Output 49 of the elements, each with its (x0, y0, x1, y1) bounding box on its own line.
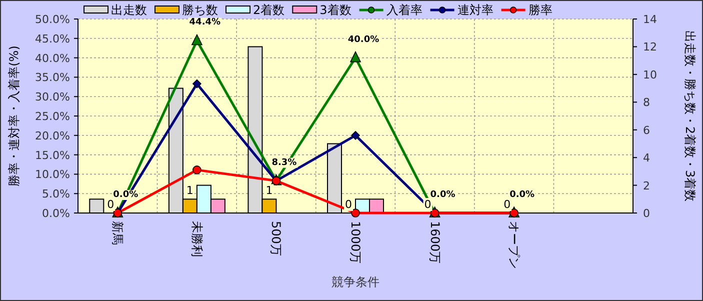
point (192, 79, 202, 88)
y2-tick-label: 6 (643, 124, 650, 137)
y-tick-label: 50.0% (35, 13, 70, 26)
y2-tick-label: 4 (643, 152, 650, 165)
x-tick-label: 1600万 (428, 221, 442, 264)
y2-tick-label: 14 (643, 13, 657, 26)
point (351, 131, 360, 140)
y2-tick-label: 12 (643, 40, 657, 54)
y-tick-label: 5.0% (42, 188, 70, 201)
legend-label: 連対率 (457, 3, 494, 17)
x-tick-label: 新馬 (110, 221, 125, 245)
y2-axis-title: 出走数・勝ち数・2着数・3着数 (683, 30, 697, 202)
y-tick-label: 35.0% (35, 71, 70, 84)
y-tick-label: 30.0% (35, 90, 70, 104)
y2-tick-label: 10 (643, 68, 657, 82)
legend-label: 出走数 (111, 3, 147, 17)
y-tick-label: 0.0% (42, 207, 70, 220)
y-tick-label: 45.0% (35, 32, 70, 46)
y2-tick-label: 8 (643, 96, 650, 110)
point (192, 34, 202, 46)
data-label: 0 (502, 198, 512, 211)
point (350, 51, 361, 62)
y-tick-label: 40.0% (35, 52, 70, 65)
y2-tick-label: 0 (643, 207, 650, 220)
y-tick-label: 25.0% (35, 110, 70, 123)
y-tick-label: 10.0% (35, 168, 70, 182)
x-tick-label: 未勝利 (190, 221, 204, 257)
data-label: 0.0% (508, 190, 536, 200)
y-tick-label: 20.0% (35, 129, 70, 142)
data-label: 0 (106, 198, 116, 211)
point (192, 166, 202, 174)
legend-label: 2着数 (253, 3, 285, 17)
legend-label: 勝率 (528, 3, 552, 17)
data-label: 8.3% (270, 158, 298, 168)
x-tick-label: 500万 (269, 221, 284, 256)
data-label: 44.4% (188, 18, 222, 28)
legend-label: 勝ち数 (182, 3, 218, 17)
legend-label: 入着率 (386, 3, 422, 17)
x-tick-label: 1000万 (348, 221, 362, 264)
data-label: 0.0% (429, 190, 456, 200)
data-label: 0 (344, 198, 353, 211)
x-axis-title: 競争条件 (332, 275, 380, 289)
y-tick-label: 15.0% (35, 148, 70, 162)
y2-tick-label: 2 (643, 179, 650, 192)
point (351, 208, 360, 218)
data-label: 0.0% (112, 190, 140, 200)
x-tick-label: オープン (507, 221, 522, 269)
legend-label: 3着数 (320, 3, 352, 17)
y-axis-title: 勝率・連対率・入着率(%) (7, 46, 21, 186)
